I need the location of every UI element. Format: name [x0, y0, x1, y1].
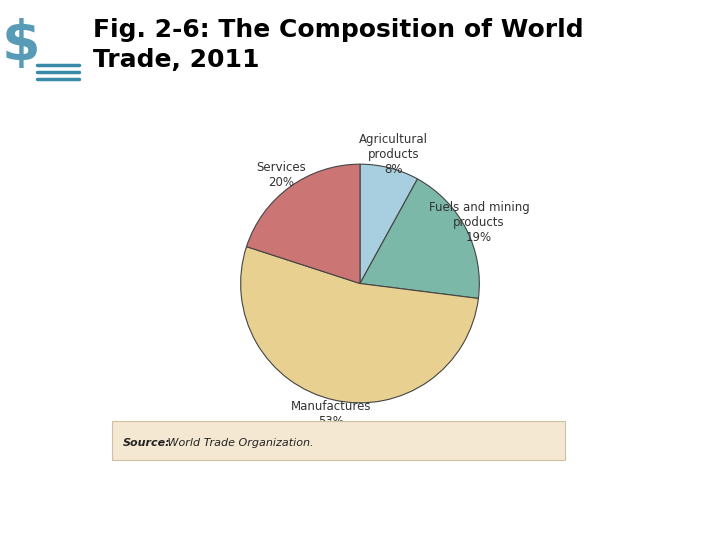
Text: Services
20%: Services 20%	[256, 161, 306, 190]
Wedge shape	[246, 164, 360, 284]
Text: Fig. 2-6: The Composition of World
Trade, 2011: Fig. 2-6: The Composition of World Trade…	[93, 18, 583, 72]
Text: 2-21: 2-21	[676, 508, 706, 521]
Wedge shape	[240, 247, 478, 403]
Text: Fuels and mining
products
19%: Fuels and mining products 19%	[428, 201, 529, 244]
Text: World Trade Organization.: World Trade Organization.	[163, 437, 313, 448]
Text: Manufactures
53%: Manufactures 53%	[291, 400, 371, 428]
Text: $: $	[1, 18, 40, 72]
Text: Source:: Source:	[123, 437, 171, 448]
Text: Copyright ©2015 Pearson Education, Inc. All rights reserved.: Copyright ©2015 Pearson Education, Inc. …	[14, 509, 333, 519]
FancyBboxPatch shape	[112, 421, 565, 460]
Wedge shape	[360, 179, 480, 299]
Text: Agricultural
products
8%: Agricultural products 8%	[359, 132, 428, 176]
Wedge shape	[360, 164, 418, 284]
